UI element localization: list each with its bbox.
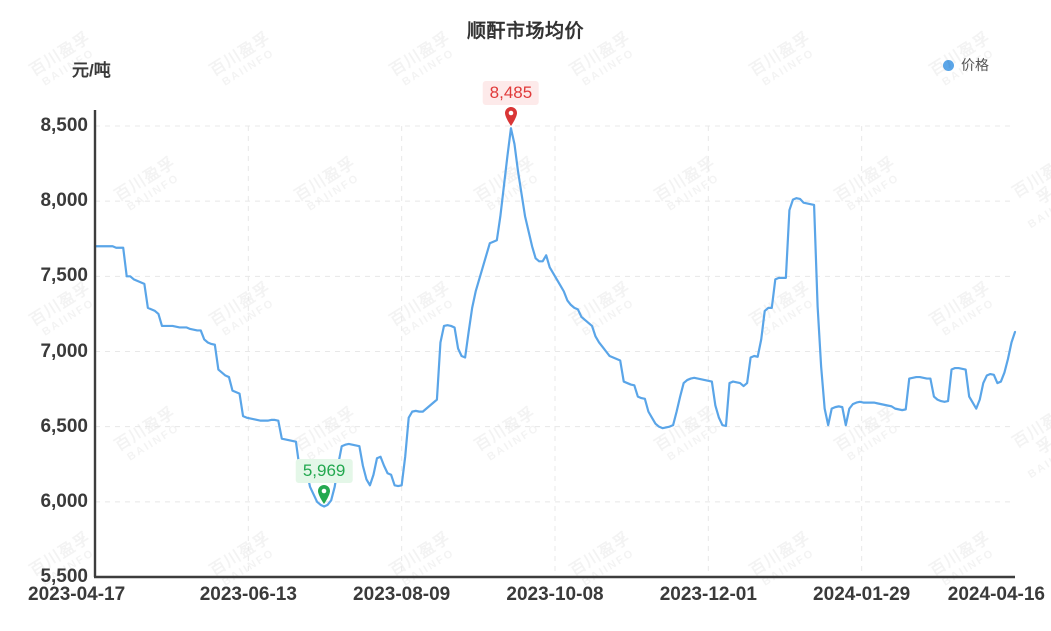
price-line-series <box>93 127 1017 508</box>
y-axis-unit-label: 元/吨 <box>72 61 111 80</box>
chart-legend: 价格 <box>943 55 989 75</box>
x-axis-tick: 2024-01-29 <box>813 584 911 605</box>
x-axis-tick: 2023-08-09 <box>353 584 451 605</box>
max-value-label: 8,485 <box>482 81 540 106</box>
y-axis-tick-labels: 5,500 6,000 6,500 7,000 7,500 8,000 8,500 <box>0 0 88 631</box>
y-axis-tick: 7,500 <box>40 265 88 287</box>
x-axis-tick: 2023-06-13 <box>199 584 297 605</box>
y-axis-tick: 5,500 <box>40 566 88 587</box>
y-axis-tick: 8,500 <box>40 115 88 136</box>
chart-title: 顺酐市场均价 <box>466 21 584 42</box>
y-axis-tick: 6,000 <box>40 490 88 512</box>
x-axis-tick: 2023-12-01 <box>659 584 757 605</box>
y-axis-tick: 7,000 <box>40 340 88 362</box>
min-value-label: 5,969 <box>295 459 353 484</box>
map-pin-icon-min <box>318 485 331 505</box>
legend-marker-price <box>943 59 954 71</box>
x-axis-tick: 2023-10-08 <box>506 584 604 605</box>
x-axis-tick: 2023-04-17 <box>28 584 126 605</box>
legend-label-price: 价格 <box>961 57 989 73</box>
y-axis-tick: 6,500 <box>40 415 88 437</box>
x-axis-tick: 2024-04-16 <box>947 584 1045 605</box>
y-axis-tick: 8,000 <box>40 190 88 212</box>
map-pin-icon-max <box>504 107 517 127</box>
